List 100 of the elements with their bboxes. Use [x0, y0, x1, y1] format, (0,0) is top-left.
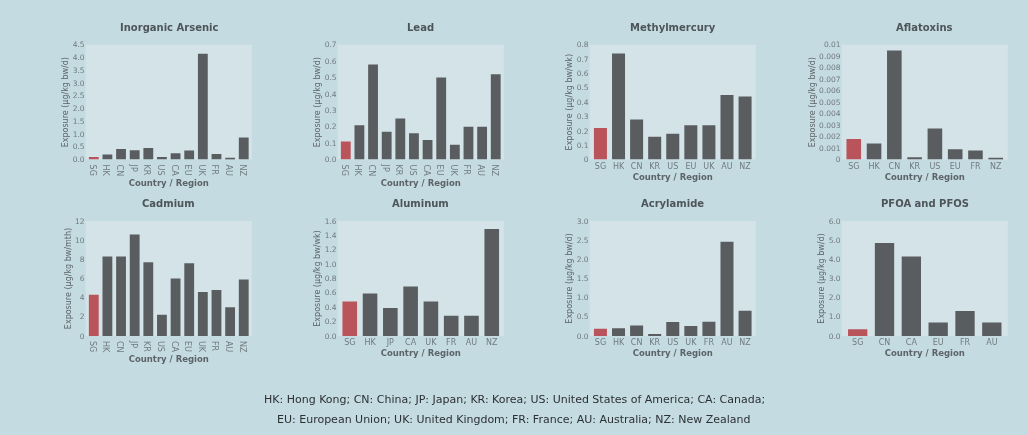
- x-tick-label: KR: [142, 340, 152, 353]
- x-tick-label: US: [155, 164, 165, 176]
- x-tick-label: EU: [183, 340, 193, 352]
- x-tick-label: KR: [649, 161, 661, 171]
- x-tick-label: US: [667, 161, 679, 171]
- bar: [340, 141, 351, 160]
- bar: [484, 228, 500, 336]
- x-tick-label: KR: [394, 164, 404, 176]
- bar: [443, 315, 459, 336]
- x-tick-label: CN: [367, 164, 377, 177]
- y-axis-title: Exposure (μg/kg bw/mth): [63, 227, 73, 330]
- x-axis-title: Country / Region: [632, 172, 713, 183]
- bar: [409, 133, 419, 160]
- x-tick-label: EU: [435, 164, 445, 176]
- x-tick-label: HK: [101, 164, 111, 177]
- bar: [403, 286, 418, 336]
- y-axis-title: Exposure (μg/kg bw/d): [807, 57, 817, 148]
- x-tick-label: SG: [852, 337, 864, 347]
- x-tick-label: NZ: [739, 337, 752, 347]
- x-tick-label: FR: [703, 337, 715, 347]
- x-tick-label: CN: [630, 161, 643, 171]
- bar: [238, 279, 249, 336]
- bar: [381, 131, 392, 160]
- x-tick-label: HK: [612, 337, 625, 347]
- bar: [738, 310, 752, 336]
- bar: [383, 307, 398, 336]
- x-tick-label: NZ: [739, 161, 752, 171]
- bar: [848, 329, 868, 336]
- x-tick-label: HK: [868, 161, 881, 171]
- y-axis-title: Exposure (μg/kg bw/wk): [565, 53, 575, 151]
- x-tick-label: KR: [142, 164, 152, 176]
- x-tick-label: FR: [959, 337, 971, 347]
- x-tick-label: AU: [721, 161, 733, 171]
- x-tick-label: SG: [344, 337, 356, 347]
- bar: [354, 125, 365, 160]
- bar: [955, 311, 975, 336]
- x-tick-label: CN: [888, 161, 901, 171]
- x-tick-label: US: [667, 337, 679, 347]
- y-axis-title: Exposure (μg/kg bw/d): [565, 233, 575, 324]
- bar: [684, 125, 698, 160]
- bar: [362, 293, 378, 336]
- bar: [887, 50, 902, 160]
- x-tick-label: CN: [115, 340, 125, 353]
- x-axis-title: Country / Region: [128, 178, 209, 189]
- chart-title: Cadmium: [142, 198, 195, 209]
- bar: [88, 294, 99, 336]
- bar: [143, 148, 154, 160]
- x-tick-label: SG: [339, 164, 349, 176]
- x-tick-label: FR: [210, 340, 220, 352]
- bar: [116, 148, 126, 160]
- bar: [225, 307, 236, 336]
- bar: [666, 322, 680, 336]
- bar: [720, 241, 734, 336]
- x-tick-label: CA: [405, 337, 417, 347]
- y-axis-title: Exposure (μg/kg bw/d): [817, 233, 827, 324]
- bar: [395, 118, 406, 160]
- x-tick-label: NZ: [237, 164, 247, 177]
- chart-title: Lead: [407, 22, 435, 33]
- y-axis-title: Exposure (μg/kg bw/wk): [313, 230, 323, 327]
- bar: [238, 137, 249, 160]
- x-axis-title: Country / Region: [380, 348, 461, 359]
- y-axis-title: Exposure (μg/kg bw/d): [61, 57, 71, 148]
- x-tick-label: EU: [183, 164, 193, 176]
- y-axis-title: Exposure (μg/kg bw/d): [313, 57, 323, 148]
- bar: [928, 322, 948, 336]
- x-axis-title: Country / Region: [632, 348, 713, 359]
- x-axis-title: Country / Region: [128, 354, 209, 365]
- x-tick-label: AU: [224, 340, 234, 353]
- x-tick-label: CN: [115, 164, 125, 177]
- x-tick-label: FR: [970, 161, 981, 171]
- x-tick-label: CN: [878, 337, 891, 347]
- x-axis-title: Country / Region: [380, 178, 461, 189]
- text: HK: Hong Kong; CN: China; JP: Japan; KR: Korea; US: United States of America; CA: Canada;: [264, 393, 766, 406]
- x-tick-label: SG: [87, 164, 97, 176]
- x-tick-label: HK: [101, 340, 111, 353]
- x-tick-label: SG: [594, 337, 607, 347]
- x-tick-label: UK: [196, 164, 206, 177]
- bar: [129, 150, 140, 160]
- bar: [874, 243, 895, 336]
- bar: [684, 325, 698, 336]
- x-tick-label: FR: [446, 337, 457, 347]
- x-tick-label: US: [155, 340, 165, 352]
- x-tick-label: CA: [421, 164, 431, 177]
- bar: [630, 325, 644, 336]
- x-tick-label: CA: [905, 337, 918, 347]
- bar: [846, 138, 862, 160]
- x-tick-label: CN: [630, 337, 643, 347]
- x-tick-label: EU: [949, 161, 961, 171]
- bar: [211, 289, 222, 336]
- x-tick-label: NZ: [990, 161, 1002, 171]
- x-tick-label: NZ: [237, 340, 247, 353]
- x-tick-label: JP: [128, 339, 138, 349]
- bar: [116, 256, 126, 336]
- bar: [423, 301, 439, 336]
- x-axis-title: Country / Region: [884, 172, 965, 183]
- x-tick-label: UK: [703, 161, 716, 171]
- bar: [702, 321, 716, 336]
- x-tick-label: JP: [128, 163, 138, 172]
- bar: [982, 322, 1002, 336]
- bar: [477, 126, 488, 160]
